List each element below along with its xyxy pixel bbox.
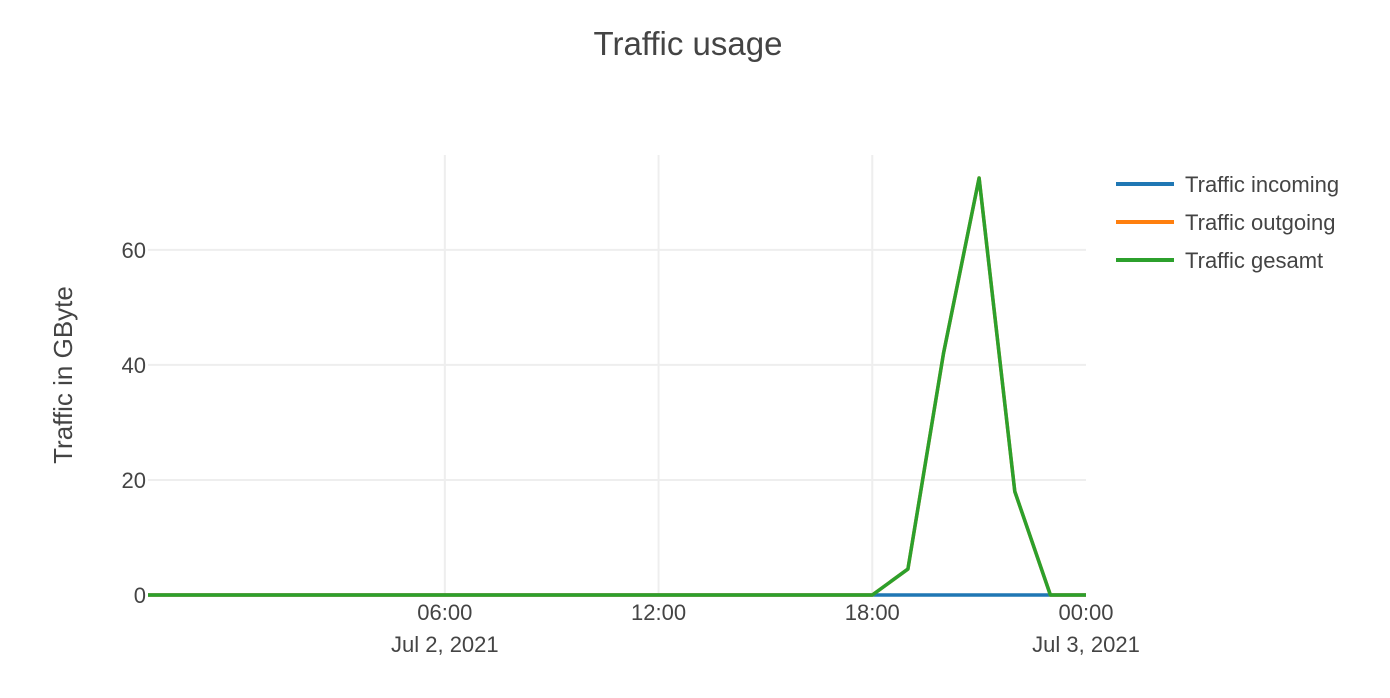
x-tick-sublabel: Jul 3, 2021 — [1032, 632, 1140, 657]
y-tick-label: 60 — [122, 238, 146, 263]
series-layer — [148, 176, 1086, 597]
y-tick-label: 0 — [134, 583, 146, 608]
x-tick-label: 12:00 — [631, 600, 686, 625]
grid-layer — [148, 155, 1086, 595]
x-tick-label: 18:00 — [845, 600, 900, 625]
legend-item[interactable]: Traffic incoming — [1116, 172, 1339, 197]
chart-title: Traffic usage — [594, 25, 783, 62]
legend-label: Traffic incoming — [1185, 172, 1339, 197]
x-tick-sublabel: Jul 2, 2021 — [391, 632, 499, 657]
legend[interactable]: Traffic incoming Traffic outgoing Traffic … — [1116, 172, 1339, 273]
legend-label: Traffic gesamt — [1185, 248, 1323, 273]
y-tick-label: 40 — [122, 353, 146, 378]
y-tick-label: 20 — [122, 468, 146, 493]
y-axis-label: Traffic in GByte — [48, 286, 78, 464]
legend-label: Traffic outgoing — [1185, 210, 1335, 235]
legend-item[interactable]: Traffic outgoing — [1116, 210, 1335, 235]
legend-item[interactable]: Traffic gesamt — [1116, 248, 1323, 273]
x-tick-label: 06:00 — [417, 600, 472, 625]
tick-layer: 0 20 40 60 06:00 Jul 2, 2021 12:00 18:00 00:00 Ju… — [122, 238, 1140, 657]
series-line-3 — [148, 176, 1086, 597]
x-tick-label: 00:00 — [1058, 600, 1113, 625]
series-line-2 — [148, 176, 1086, 597]
